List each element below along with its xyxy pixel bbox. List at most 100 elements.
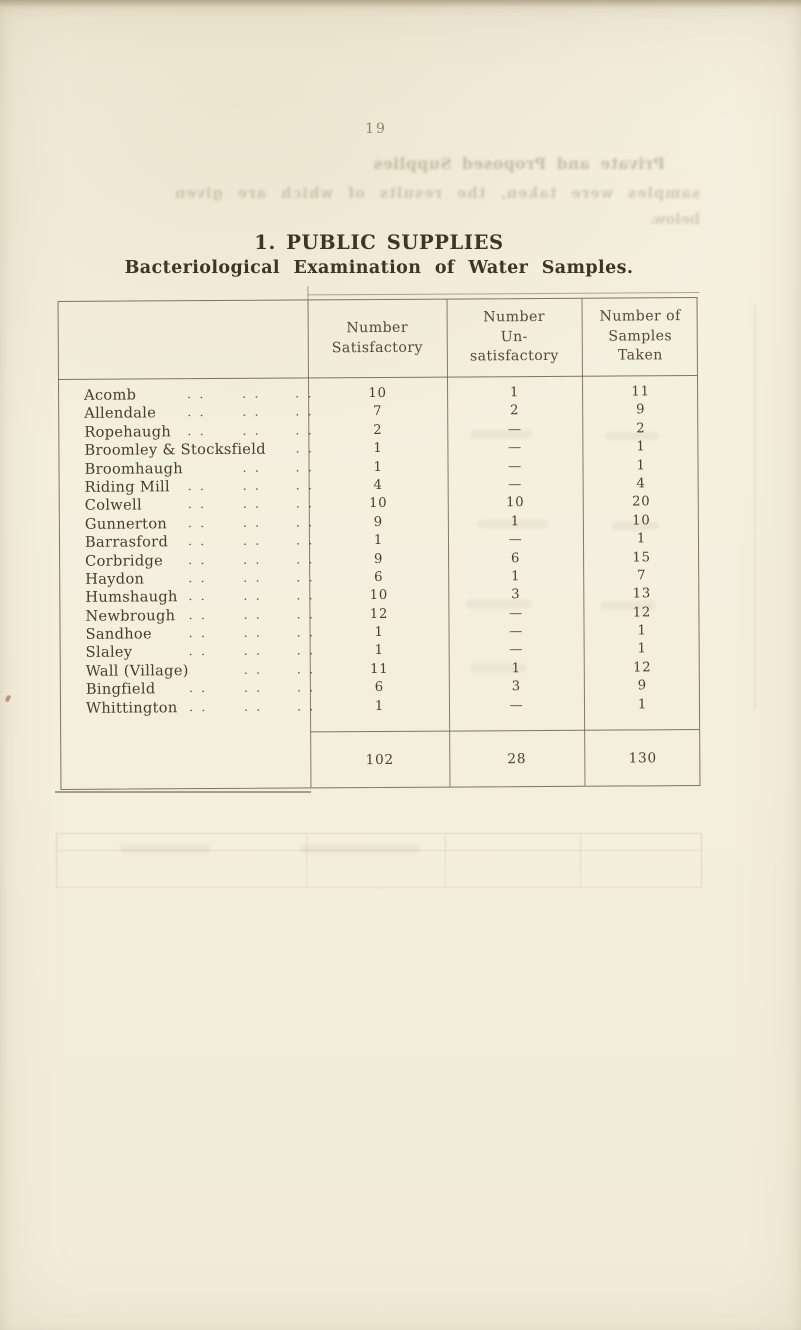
unsatisfactory-cell: 3 [511,587,521,603]
satisfactory-cell: 9 [373,551,384,567]
samples-cell: 4 [636,476,646,492]
dot-leader: . . [188,607,207,623]
unsatisfactory-cell: — [508,624,524,640]
dot-leader: . . [295,496,315,512]
dot-leader: . . [243,680,263,697]
place-name: Corbridge [85,551,164,570]
dot-leader: . . [188,681,208,697]
samples-cell: 1 [637,623,647,639]
table-header: Number Satisfactory Number Un- satisfact… [58,298,697,380]
header-line: Satisfactory [331,339,423,356]
place-name: Colwell [84,496,143,515]
satisfactory-cell: 9 [373,514,384,530]
dot-leader: . . [188,589,207,605]
header-line: satisfactory [469,348,559,365]
satisfactory-cell: 2 [373,422,383,438]
dot-leader: . . [187,534,207,550]
scan-top-edge [0,0,801,7]
unsatisfactory-cell: 2 [510,403,520,419]
header-line: Number [346,319,409,337]
place-name-cell: Haydon . . . . . . [60,569,314,589]
totals-row: 102 28 130 [61,730,699,789]
unsatisfactory-cell: 1 [511,660,521,677]
dot-leader: . . [187,515,207,531]
samples-cell: 7 [637,568,647,584]
dot-leader: . . [242,533,262,549]
top-rule-artifact [307,292,700,296]
dot-leader: . . [295,533,315,549]
satisfactory-cell: 11 [370,661,389,677]
satisfactory-cell: 1 [374,625,384,641]
dot-leader: . . [243,644,263,660]
dot-leader: . . [242,405,261,421]
totals-satisfactory: 102 [365,751,395,768]
samples-cell: 2 [636,421,646,437]
dot-leader: . . [295,459,314,476]
satisfactory-cell: 1 [373,533,384,549]
samples-cell: 1 [637,697,648,713]
dot-leader: . . [188,644,208,660]
bleed-through-heading: Private and Proposed Supplies [373,154,665,173]
place-name: Acomb [84,386,137,404]
page-title: 1. PUBLIC SUPPLIES [254,231,504,254]
bleed-through-line: below. [649,211,700,228]
unsatisfactory-cell: 1 [509,385,520,401]
place-name-cell: Broomley & Stocksfield . . [59,440,313,461]
report-table: Number Satisfactory Number Un- satisfact… [57,286,701,790]
header-line: Taken [617,347,663,364]
bleed-through-table [56,833,702,888]
place-name-cell: Bingfield . . . . . . [61,680,315,700]
samples-cell: 11 [631,384,650,400]
table-body: Acomb . .. .. . 10 1 11 Allendale . .. .… [59,376,699,732]
place-name: Sandhoe [85,625,152,643]
paper-speck [4,694,12,703]
place-name: Humshaugh [85,588,178,607]
unsatisfactory-cell: 1 [510,513,521,529]
place-name-cell: Corbridge . . . . . . [60,551,314,571]
header-line: Samples [608,327,673,345]
samples-cell: 10 [632,513,651,529]
dot-leader: . . [296,625,315,641]
dot-leader: . . [295,386,314,402]
dot-leader: . . [296,607,315,623]
dot-leader: . . [187,423,206,439]
unsatisfactory-cell: 10 [506,495,525,511]
dot-leader: . . [296,680,316,696]
samples-cell: 12 [633,660,652,676]
totals-unsatisfactory: 28 [507,750,527,767]
place-name: Wall (Village) [85,662,189,680]
place-name-cell: Slaley . . . . . . [61,643,315,663]
place-name-cell: Riding Mill . . . . . . [60,477,314,497]
satisfactory-cell: 10 [368,385,387,402]
dot-leader: . . [242,478,262,494]
dot-leader: . . [295,404,314,420]
satisfactory-cell: 10 [369,496,388,512]
samples-cell: 13 [632,586,652,602]
header-line: Number of [599,308,681,325]
dot-leader: . . [243,607,262,623]
unsatisfactory-cell: 1 [511,569,521,585]
dot-leader: . . [296,643,316,659]
dot-leader: . . [188,570,207,587]
place-name-cell: Wall (Village) . . . . [61,661,315,681]
satisfactory-cell: 1 [374,643,384,659]
satisfactory-cell: 4 [373,477,383,493]
table-row: Whittington . . . . . . 1 — 1 [61,696,699,718]
place-name-cell: Broomhaugh . . . . [59,459,313,479]
dot-leader: . . [187,387,206,403]
bleed-through-smudge [120,845,210,853]
satisfactory-cell: 6 [374,680,385,696]
unsatisfactory-cell: — [507,440,522,456]
dot-leader: . . [295,441,314,457]
unsatisfactory-cell: — [509,642,524,658]
samples-cell: 1 [636,457,646,473]
dot-leader: . . [188,699,208,715]
satisfactory-cell: 1 [373,441,383,457]
totals-samples: 130 [628,749,658,766]
dot-leader: . . [296,662,316,678]
unsatisfactory-cell: — [508,477,523,493]
dot-leader: . . [243,662,263,678]
place-name: Broomley & Stocksfield [84,440,266,459]
satisfactory-cell: 1 [374,698,385,714]
totals-empty-cell [61,760,310,762]
